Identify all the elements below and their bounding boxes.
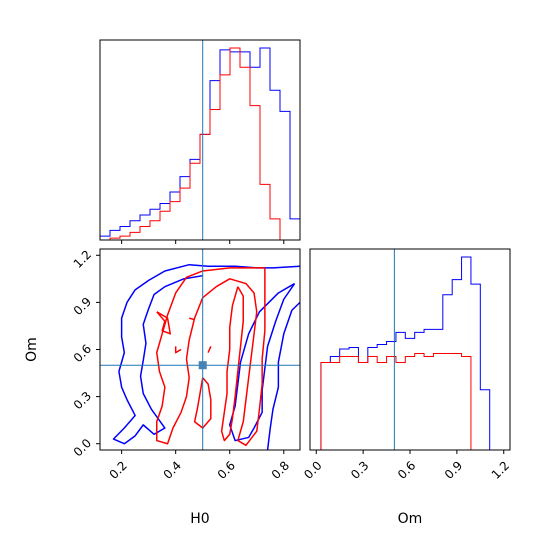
x-tick-label: 0.2: [107, 458, 130, 481]
axes-frame-contour: [99, 248, 301, 451]
x-tick-label: 0.9: [442, 458, 465, 481]
contour-line-1: [112, 263, 300, 445]
histogram-series-1: [311, 256, 500, 451]
truth-marker: [198, 361, 207, 370]
y-tick-label: 0.6: [71, 342, 94, 365]
contour-line-7: [156, 311, 172, 335]
contour-line-8: [188, 317, 195, 321]
axes-frame-hist-H0: [99, 39, 301, 241]
axes-frame-hist-Om: [309, 248, 511, 451]
contour-line-2: [266, 301, 300, 450]
x-tick-label: 0.3: [348, 458, 371, 481]
panel-hist-Om: 0.0 0.3 0.6 0.9 1.2 Om: [301, 249, 512, 527]
histogram-series-2: [100, 47, 300, 241]
x-tick-label: 1.2: [489, 458, 512, 481]
contour-plot-area: [100, 249, 300, 450]
contour-line-5: [220, 286, 244, 442]
contour-line-10: [207, 346, 212, 353]
panel-contour-H0-Om: 0.2 0.4 0.6 0.8 0.0 0.3 0.6 0.9 1.2 H0 Om: [24, 248, 300, 527]
x-tick-label: 0.6: [215, 458, 238, 481]
x-tick-label: 0.6: [395, 458, 418, 481]
x-tick-label: 0.0: [301, 458, 324, 481]
y-tick-label: 0.9: [71, 295, 94, 318]
x-tick-label: 0.4: [161, 458, 184, 481]
x-axis-label-Om: Om: [398, 511, 423, 527]
y-tick-label: 0.0: [71, 436, 94, 459]
contour-line-3: [228, 282, 296, 442]
y-axis-label-Om: Om: [24, 337, 40, 362]
contour-line-9: [174, 346, 182, 354]
histogram-series-2: [311, 353, 500, 451]
y-tick-label: 1.2: [71, 248, 94, 271]
x-tick-label: 0.8: [269, 458, 292, 481]
y-tick-label: 0.3: [71, 389, 94, 412]
x-axis-label-H0: H0: [190, 511, 209, 527]
panel-hist-H0: [100, 40, 300, 244]
contour-line-4: [156, 267, 266, 447]
